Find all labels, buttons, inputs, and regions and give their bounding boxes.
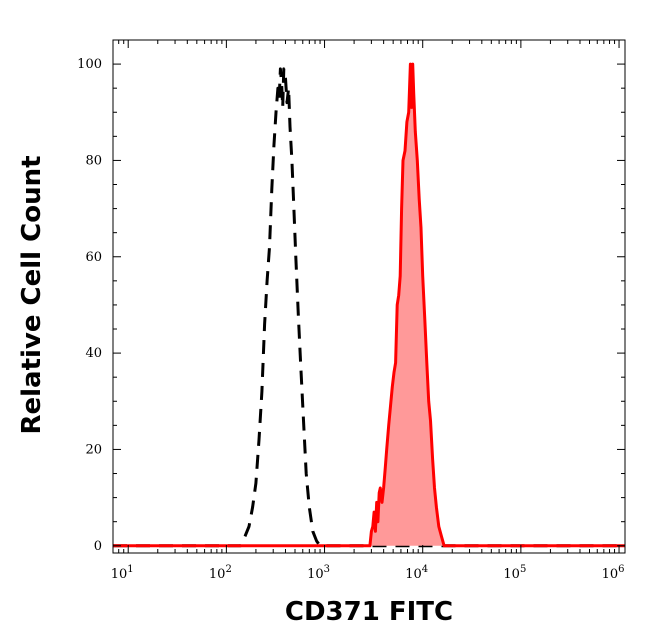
- y-axis-title: Relative Cell Count: [17, 155, 47, 434]
- series-1-fill: [113, 64, 625, 546]
- x-tick-label: 105: [503, 564, 526, 582]
- x-tick-label: 103: [307, 564, 330, 582]
- series-1-line: [113, 62, 625, 548]
- x-tick-label: 101: [111, 564, 134, 582]
- plot-area: [113, 62, 625, 548]
- plot-frame: [112, 39, 626, 554]
- y-tick-label: 60: [85, 250, 102, 265]
- axes: 101 102 103 104 105 106 0 20 40 60 80 100: [77, 39, 626, 582]
- x-axis-title: CD371 FITC: [285, 597, 453, 627]
- y-tick-label: 20: [85, 442, 102, 457]
- x-tick-label: 106: [602, 564, 625, 582]
- series-0-line: [113, 67, 625, 548]
- y-tick-label: 0: [94, 539, 102, 554]
- x-tick-label: 104: [405, 564, 428, 582]
- y-tick-label: 40: [85, 346, 102, 361]
- y-tick-label: 100: [77, 57, 102, 72]
- x-tick-label: 102: [209, 564, 232, 582]
- y-tick-label: 80: [85, 153, 102, 168]
